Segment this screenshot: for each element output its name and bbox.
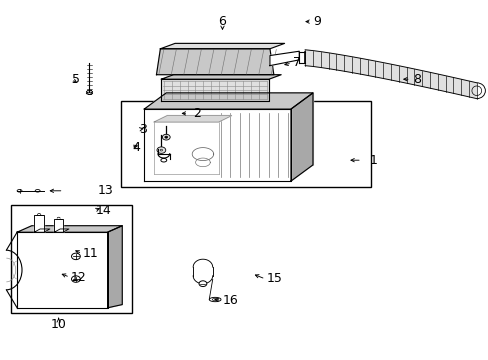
Circle shape: [157, 147, 165, 153]
Text: 10: 10: [51, 318, 66, 330]
Polygon shape: [161, 75, 281, 79]
Polygon shape: [305, 50, 476, 99]
Polygon shape: [290, 93, 312, 181]
Text: 15: 15: [266, 273, 282, 285]
Text: 4: 4: [132, 141, 140, 154]
Text: 8: 8: [412, 73, 420, 86]
Circle shape: [71, 253, 80, 260]
Polygon shape: [156, 49, 273, 75]
Polygon shape: [54, 219, 63, 232]
Polygon shape: [17, 232, 107, 308]
Text: 13: 13: [98, 184, 113, 197]
Text: 9: 9: [312, 15, 320, 28]
Text: 14: 14: [95, 204, 111, 217]
Text: 6: 6: [218, 15, 226, 28]
Circle shape: [199, 281, 206, 287]
Polygon shape: [34, 215, 44, 232]
Text: 12: 12: [71, 271, 86, 284]
Circle shape: [71, 276, 80, 282]
Polygon shape: [107, 226, 122, 308]
Text: 3: 3: [139, 123, 147, 136]
Polygon shape: [144, 109, 290, 181]
Text: 1: 1: [368, 154, 376, 167]
Circle shape: [164, 136, 167, 138]
Polygon shape: [161, 79, 268, 101]
Text: 5: 5: [72, 73, 80, 86]
Polygon shape: [154, 116, 231, 122]
Text: 2: 2: [193, 107, 201, 120]
Bar: [11, 205, 132, 313]
Bar: [121, 101, 370, 187]
Text: 11: 11: [83, 247, 99, 260]
Polygon shape: [269, 51, 299, 66]
Polygon shape: [34, 229, 50, 232]
Text: 7: 7: [293, 57, 301, 69]
Text: 16: 16: [222, 294, 238, 307]
Polygon shape: [144, 93, 312, 109]
Circle shape: [162, 134, 170, 140]
Polygon shape: [54, 229, 69, 232]
Polygon shape: [166, 93, 312, 165]
Polygon shape: [160, 43, 284, 49]
Polygon shape: [17, 226, 122, 232]
